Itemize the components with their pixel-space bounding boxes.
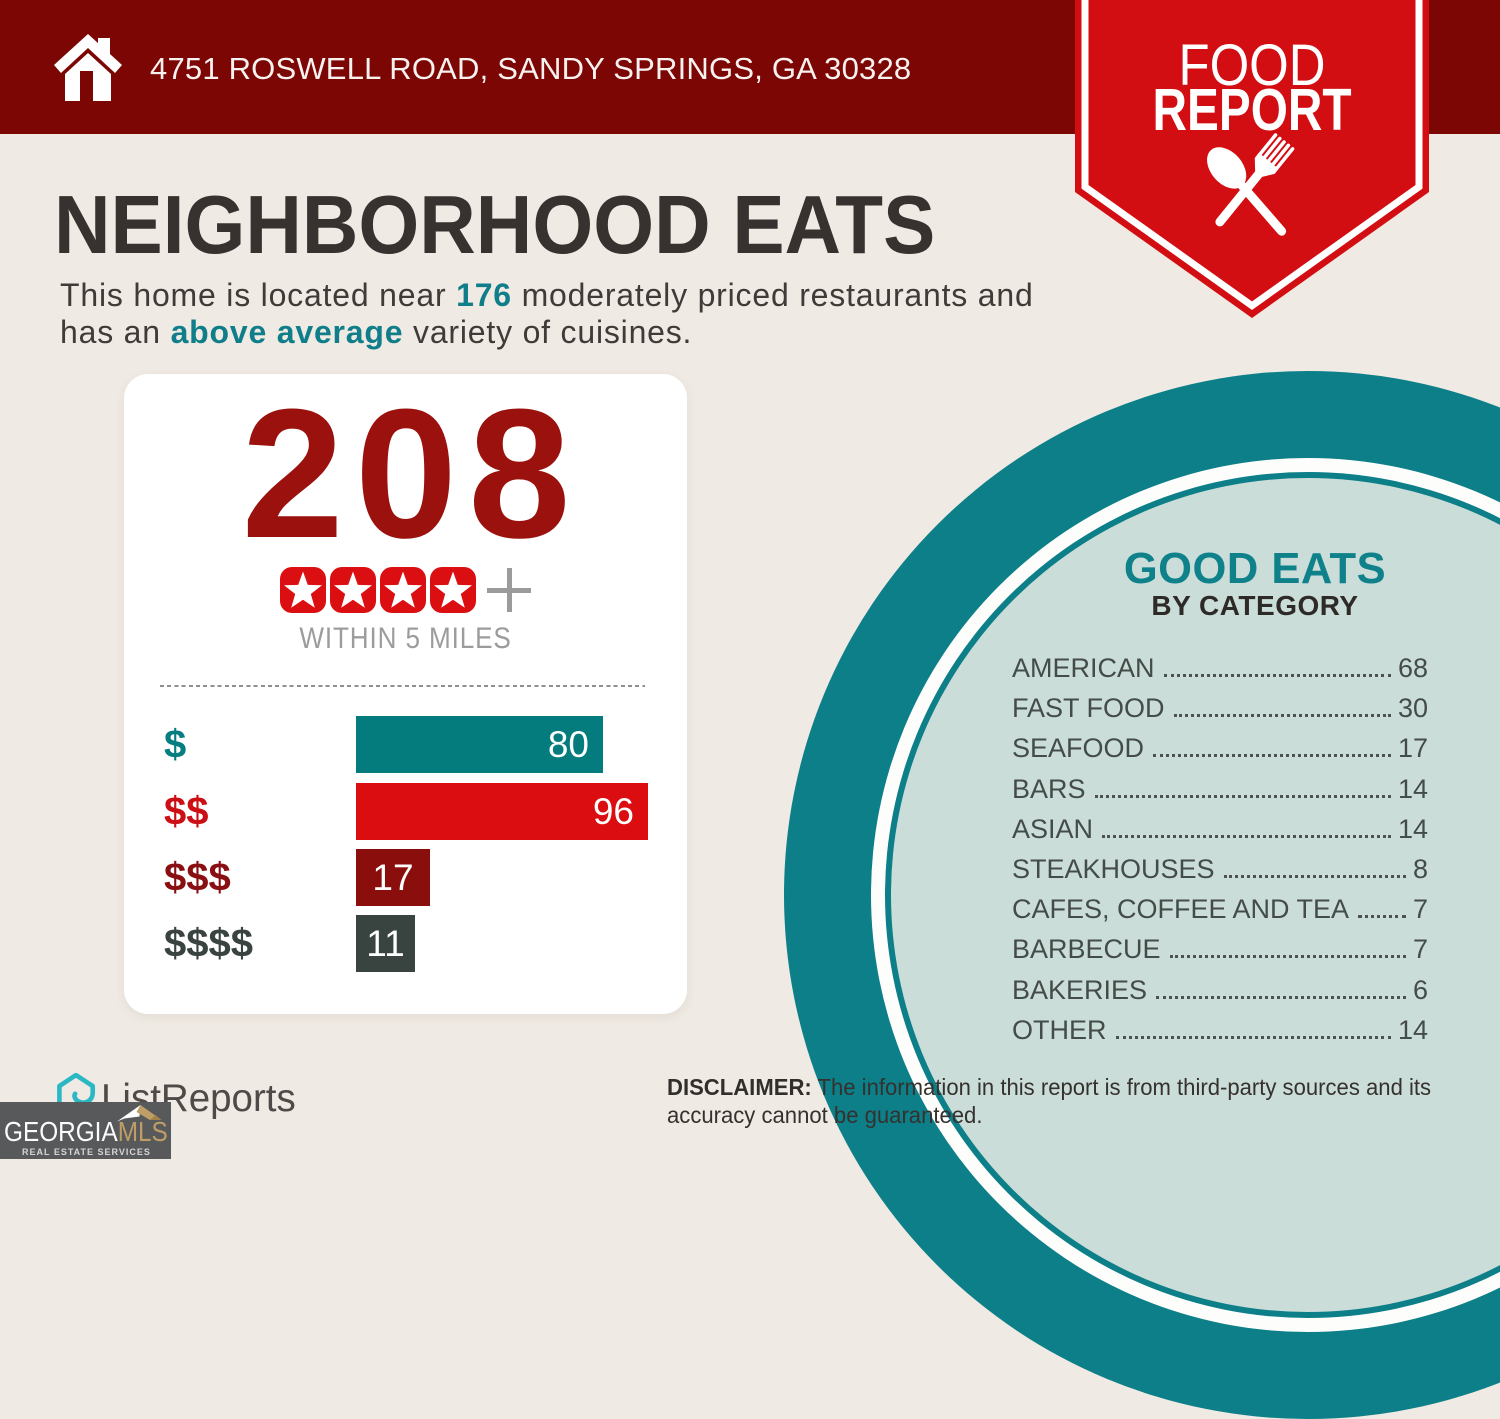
svg-text:FOOD: FOOD (1179, 33, 1326, 98)
svg-text:REPORT: REPORT (1153, 77, 1352, 143)
